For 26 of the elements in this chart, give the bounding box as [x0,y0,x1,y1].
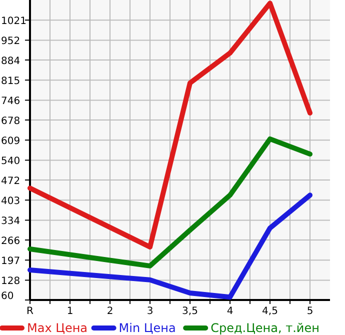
legend-label: Max Цена [27,321,88,335]
y-tick-label: 1021 [1,16,26,28]
y-tick-label: 197 [1,256,20,268]
y-tick-label: 266 [1,236,20,247]
x-tick-label: 4 [226,306,234,317]
x-tick-label: 3,5 [182,306,198,317]
y-tick-label: 952 [1,36,20,48]
x-tick-label: 4,5 [262,306,278,317]
x-tick-label: 2 [106,306,114,317]
y-tick-label: 540 [1,156,20,168]
x-tick-label: 1 [66,306,74,317]
y-tick-label: 472 [1,176,20,187]
y-tick-label: 815 [1,76,20,88]
legend-label: Min Цена [118,321,176,335]
legend-label: Сред.Цена, т.йен [210,321,320,335]
y-tick-label: 884 [1,56,20,67]
x-tick-label: R [26,306,34,317]
y-tick-label: 334 [1,216,20,228]
y-tick-label: 678 [1,116,20,127]
y-tick-label: 746 [1,96,20,108]
y-tick-label: 128 [1,276,20,288]
x-tick-label: 5 [306,306,314,317]
y-tick-label: 609 [1,136,20,148]
x-tick-label: 3 [146,306,154,317]
y-tick-label: 60 [1,291,14,302]
y-tick-label: 403 [1,196,20,208]
